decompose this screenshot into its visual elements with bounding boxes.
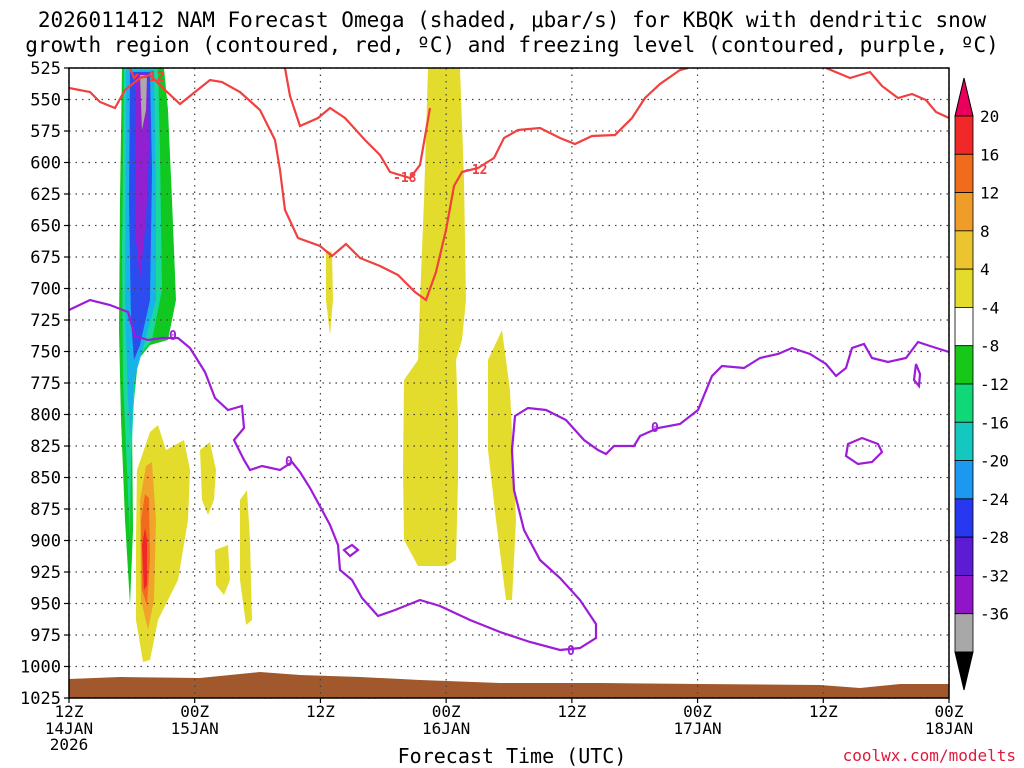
colorbar-label: 4 (980, 260, 990, 279)
colorbar-swatch (954, 153, 974, 193)
omega-negative-core-purple (135, 74, 149, 280)
y-tick-label: 525 (30, 59, 61, 79)
omega-negative-core-gray (140, 75, 147, 130)
x-tick-label-time: 00Z (683, 702, 712, 721)
x-tick-label-date: 17JAN (673, 719, 721, 738)
y-tick-label: 775 (30, 374, 61, 394)
colorbar-label: -8 (980, 337, 999, 356)
contour-label-fzl-3: 0 (651, 421, 659, 436)
x-tick-label-time: 00Z (432, 702, 461, 721)
omega-positive-region-4 (142, 528, 147, 590)
y-tick-label: 700 (30, 280, 61, 300)
colorbar-label: -28 (980, 528, 1009, 547)
colorbar-swatch (954, 460, 974, 500)
x-tick-label-time: 12Z (55, 702, 84, 721)
x-tick-label-time: 12Z (557, 702, 586, 721)
colorbar-bottom-arrow (954, 651, 974, 691)
y-tick-label: 975 (30, 626, 61, 646)
colorbar-swatch (954, 307, 974, 347)
omega-positive-region-10 (488, 330, 516, 600)
colorbar-swatch (954, 345, 974, 385)
omega-positive-region-6 (215, 545, 230, 595)
colorbar: 20 16 12 8 4 -4 -8 -12 -16 -20 -24 -28 -32 -36 (954, 77, 1009, 691)
colorbar-swatch (954, 421, 974, 461)
x-tick-label-time: 12Z (306, 702, 335, 721)
credit-text: coolwx.com/modelts (842, 746, 1016, 765)
colorbar-label: -24 (980, 490, 1009, 509)
y-axis: 525 550 575 600 625 650 675 700 725 750 775 800 825 8… (20, 59, 69, 709)
colorbar-swatch (954, 536, 974, 576)
contour-label-dgz-18: -18 (393, 171, 417, 186)
contour-label-fzl-2: 0 (285, 455, 293, 470)
dgz-contour-right (825, 68, 949, 119)
x-tick-label-date: 18JAN (925, 719, 973, 738)
freezing-level-loop-3 (342, 543, 360, 558)
y-tick-label: 575 (30, 122, 61, 142)
dgz-contour-top (283, 68, 432, 180)
colorbar-label: 12 (980, 184, 999, 203)
omega-positive-region-9 (403, 68, 466, 566)
y-tick-label: 800 (30, 406, 61, 426)
dgz-contour-upper (69, 68, 689, 302)
chart-title-line1: 2026011412 NAM Forecast Omega (shaded, μ… (37, 8, 987, 32)
y-tick-label: 900 (30, 532, 61, 552)
x-tick-label-time: 00Z (935, 702, 964, 721)
y-tick-label: 950 (30, 595, 61, 615)
freezing-level-loop-2 (912, 363, 922, 389)
x-tick-label-date: 14JAN (45, 719, 93, 738)
x-tick-label-date: 15JAN (171, 719, 219, 738)
contour-label-dgz-12: -12 (464, 163, 487, 178)
colorbar-swatch (954, 115, 974, 155)
colorbar-label: -4 (980, 298, 999, 317)
y-tick-label: 1000 (20, 658, 61, 678)
colorbar-swatch (954, 230, 974, 270)
x-axis-title: Forecast Time (UTC) (397, 744, 627, 768)
colorbar-label: -16 (980, 413, 1009, 432)
colorbar-label: -36 (980, 605, 1009, 624)
x-tick-label-year: 2026 (50, 735, 89, 754)
y-tick-label: 675 (30, 248, 61, 268)
colorbar-label: 8 (980, 222, 990, 241)
y-tick-label: 600 (30, 154, 61, 174)
colorbar-top-arrow (954, 77, 974, 117)
freezing-level-loop-1 (844, 436, 884, 466)
terrain-band (69, 672, 949, 698)
x-tick-label-time: 00Z (180, 702, 209, 721)
omega-positive-region-5 (200, 442, 216, 515)
x-tick-label-date: 16JAN (422, 719, 470, 738)
chart-title-line2: growth region (contoured, red, ºC) and f… (25, 33, 999, 57)
colorbar-swatch (954, 613, 974, 653)
y-tick-label: 825 (30, 437, 61, 457)
y-tick-label: 750 (30, 343, 61, 363)
colorbar-swatch (954, 383, 974, 423)
colorbar-label: -12 (980, 375, 1009, 394)
colorbar-label: 16 (980, 145, 999, 164)
contour-label-fzl-4: 0 (567, 644, 575, 659)
colorbar-swatch (954, 498, 974, 538)
colorbar-label: -32 (980, 566, 1009, 585)
y-tick-label: 875 (30, 500, 61, 520)
y-tick-label: 1025 (20, 689, 61, 709)
y-tick-label: 850 (30, 469, 61, 489)
omega-positive-region-7 (240, 490, 252, 625)
dgz-contour-left (128, 68, 139, 80)
colorbar-swatch (954, 192, 974, 232)
omega-shading (119, 68, 516, 662)
contour-label-fzl-1: 0 (169, 329, 177, 344)
contour-label-dgz-left: -12 (141, 70, 164, 85)
omega-positive-region-8 (326, 250, 333, 335)
y-tick-label: 650 (30, 217, 61, 237)
freezing-level-contour (69, 298, 949, 652)
colorbar-label: 20 (980, 107, 999, 126)
y-tick-label: 925 (30, 563, 61, 583)
y-tick-label: 625 (30, 185, 61, 205)
colorbar-label: -20 (980, 452, 1009, 471)
x-tick-label-time: 12Z (809, 702, 838, 721)
colorbar-swatch (954, 575, 974, 615)
y-tick-label: 550 (30, 91, 61, 111)
y-tick-label: 725 (30, 311, 61, 331)
colorbar-swatch (954, 268, 974, 308)
